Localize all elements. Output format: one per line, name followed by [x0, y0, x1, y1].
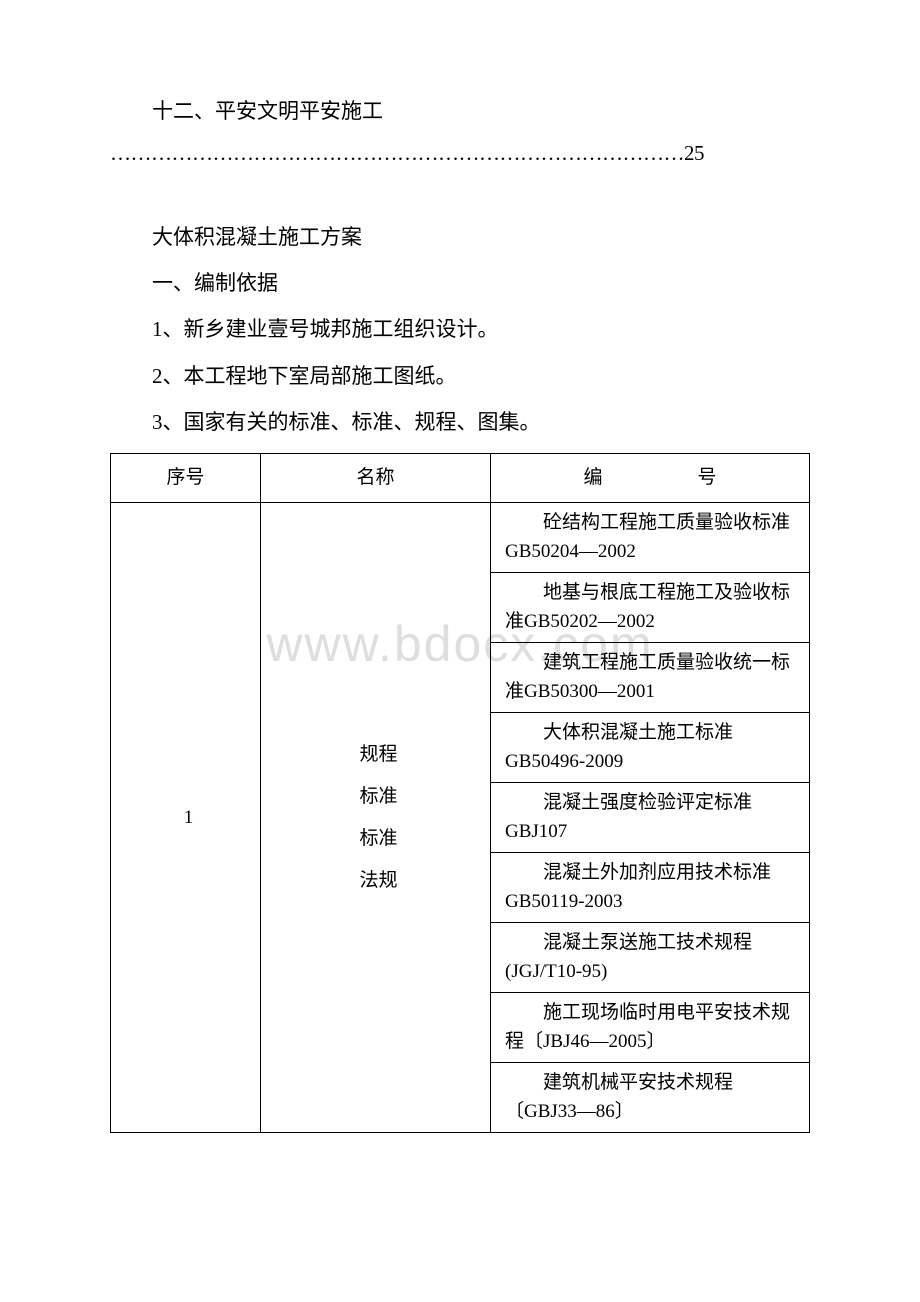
cell-name: 规程 标准 标准 法规 — [261, 503, 491, 1133]
name-line: 标准 — [275, 776, 482, 818]
cell-code: 建筑工程施工质量验收统一标准GB50300—2001 — [491, 643, 810, 713]
table-row: 1 规程 标准 标准 法规 砼结构工程施工质量验收标准GB50204—2002 — [111, 503, 810, 573]
section-heading: 一、编制依据 — [110, 260, 810, 306]
cell-seq: 1 — [111, 503, 261, 1133]
name-line: 规程 — [275, 734, 482, 776]
toc-entry-dots: …………………………………………………………………………25 — [110, 132, 810, 174]
plan-title: 大体积混凝土施工方案 — [110, 214, 810, 260]
header-seq: 序号 — [111, 453, 261, 503]
cell-code: 建筑机械平安技术规程〔GBJ33—86〕 — [491, 1063, 810, 1133]
cell-code: 混凝土强度检验评定标准 GBJ107 — [491, 783, 810, 853]
standards-table-wrap: 序号 名称 编号 1 规程 标准 标准 法规 砼结构工程施工质量验收标准GB50… — [110, 453, 810, 1134]
header-name: 名称 — [261, 453, 491, 503]
name-line: 标准 — [275, 818, 482, 860]
name-line: 法规 — [275, 860, 482, 902]
header-code-left: 编 — [583, 467, 602, 488]
cell-code: 大体积混凝土施工标准 GB50496-2009 — [491, 713, 810, 783]
cell-code: 混凝土外加剂应用技术标准 GB50119-2003 — [491, 853, 810, 923]
header-code: 编号 — [491, 453, 810, 503]
table-header-row: 序号 名称 编号 — [111, 453, 810, 503]
basis-item-3: 3、国家有关的标准、标准、规程、图集。 — [110, 399, 810, 445]
header-code-right: 号 — [698, 467, 717, 488]
cell-code: 砼结构工程施工质量验收标准GB50204—2002 — [491, 503, 810, 573]
basis-item-2: 2、本工程地下室局部施工图纸。 — [110, 353, 810, 399]
standards-table: 序号 名称 编号 1 规程 标准 标准 法规 砼结构工程施工质量验收标准GB50… — [110, 453, 810, 1134]
cell-code: 混凝土泵送施工技术规程 (JGJ/T10-95) — [491, 923, 810, 993]
cell-code: 施工现场临时用电平安技术规程〔JBJ46—2005〕 — [491, 993, 810, 1063]
document-content: 十二、平安文明平安施工 …………………………………………………………………………… — [0, 0, 920, 1173]
basis-item-1: 1、新乡建业壹号城邦施工组织设计。 — [110, 306, 810, 352]
cell-code: 地基与根底工程施工及验收标准GB50202—2002 — [491, 573, 810, 643]
toc-entry-title: 十二、平安文明平安施工 — [110, 90, 810, 132]
